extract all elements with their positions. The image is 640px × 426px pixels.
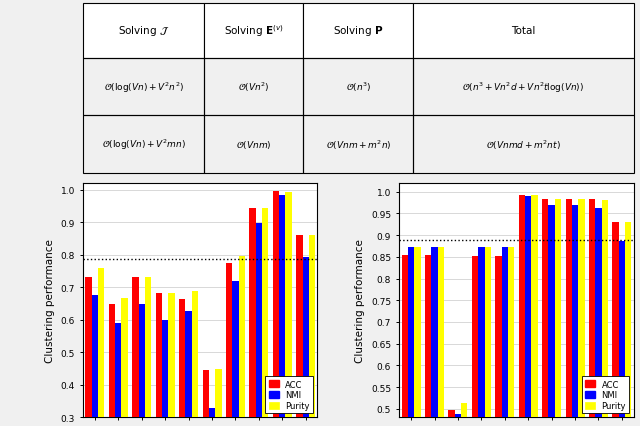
Bar xyxy=(303,58,413,116)
Bar xyxy=(232,282,239,426)
Text: $\mathcal{O}(Vnm)$: $\mathcal{O}(Vnm)$ xyxy=(236,139,271,151)
Bar xyxy=(309,236,315,426)
Bar xyxy=(449,410,455,426)
Bar xyxy=(296,236,303,426)
Bar xyxy=(132,277,139,426)
Bar xyxy=(413,4,634,58)
Bar xyxy=(202,370,209,426)
Bar xyxy=(279,196,285,426)
Bar xyxy=(85,277,92,426)
Bar xyxy=(455,414,461,426)
Bar xyxy=(273,191,279,426)
Bar xyxy=(413,116,634,173)
Text: $\mathcal{O}(Vnm+m^2n)$: $\mathcal{O}(Vnm+m^2n)$ xyxy=(326,138,391,152)
Bar xyxy=(115,323,122,426)
Bar xyxy=(262,209,268,426)
Bar xyxy=(566,200,572,426)
Bar xyxy=(83,116,204,173)
Text: Solving $\mathbf{P}$: Solving $\mathbf{P}$ xyxy=(333,24,383,38)
Bar xyxy=(192,291,198,426)
Bar xyxy=(209,409,215,426)
Y-axis label: Clustering performance: Clustering performance xyxy=(45,239,55,363)
Text: $\mathcal{O}(\log(Vn)+V^2mn)$: $\mathcal{O}(\log(Vn)+V^2mn)$ xyxy=(102,138,186,152)
Bar xyxy=(425,255,431,426)
Bar xyxy=(438,248,444,426)
Bar xyxy=(226,263,232,426)
Bar xyxy=(502,248,508,426)
Text: Total: Total xyxy=(511,26,536,36)
Bar xyxy=(303,116,413,173)
Bar xyxy=(525,197,531,426)
Bar xyxy=(602,201,608,426)
Bar xyxy=(542,200,548,426)
Bar xyxy=(186,311,192,426)
Bar xyxy=(204,58,303,116)
Bar xyxy=(548,205,555,426)
Bar xyxy=(508,248,515,426)
Bar xyxy=(402,255,408,426)
Bar xyxy=(478,248,484,426)
Bar xyxy=(156,293,162,426)
Y-axis label: Clustering performance: Clustering performance xyxy=(355,239,365,363)
Bar xyxy=(572,205,578,426)
Bar xyxy=(109,304,115,426)
Bar xyxy=(204,4,303,58)
Bar xyxy=(303,4,413,58)
Bar xyxy=(625,223,632,426)
Text: Solving $\mathcal{J}$: Solving $\mathcal{J}$ xyxy=(118,24,170,38)
Legend: ACC, NMI, Purity: ACC, NMI, Purity xyxy=(266,377,313,413)
Text: $\mathcal{O}(Vnmd+m^2nt)$: $\mathcal{O}(Vnmd+m^2nt)$ xyxy=(486,138,561,152)
Bar xyxy=(408,248,414,426)
Bar xyxy=(589,200,595,426)
Bar xyxy=(461,403,467,426)
Bar xyxy=(518,196,525,426)
Bar xyxy=(98,268,104,426)
Bar xyxy=(285,193,292,426)
Bar xyxy=(239,256,245,426)
Bar xyxy=(204,116,303,173)
Bar xyxy=(122,298,128,426)
Bar xyxy=(612,223,619,426)
Bar xyxy=(414,248,420,426)
Text: $n$, N/A means not applicable.: $n$, N/A means not applicable. xyxy=(83,0,225,1)
Bar xyxy=(595,208,602,426)
Bar xyxy=(83,58,204,116)
Text: $\mathcal{O}(Vn^2)$: $\mathcal{O}(Vn^2)$ xyxy=(238,81,269,94)
Bar xyxy=(484,248,491,426)
Bar xyxy=(531,196,538,426)
Bar xyxy=(413,58,634,116)
Text: Solving $\mathbf{E}^{(v)}$: Solving $\mathbf{E}^{(v)}$ xyxy=(224,23,284,39)
Bar xyxy=(92,296,98,426)
Bar xyxy=(162,320,168,426)
Bar xyxy=(472,256,478,426)
Bar xyxy=(256,224,262,426)
Text: $\mathcal{O}(\log(Vn)+V^2n^2)$: $\mathcal{O}(\log(Vn)+V^2n^2)$ xyxy=(104,80,184,95)
Bar xyxy=(555,200,561,426)
Bar xyxy=(179,299,186,426)
Bar xyxy=(139,305,145,426)
Bar xyxy=(215,369,221,426)
Bar xyxy=(578,200,584,426)
Legend: ACC, NMI, Purity: ACC, NMI, Purity xyxy=(582,377,629,413)
Text: $\mathcal{O}(n^3)$: $\mathcal{O}(n^3)$ xyxy=(346,81,371,94)
Bar xyxy=(619,241,625,426)
Bar xyxy=(83,4,204,58)
Bar xyxy=(145,277,151,426)
Text: $\mathcal{O}(n^3+Vn^2d+Vn^2t\log(Vn))$: $\mathcal{O}(n^3+Vn^2d+Vn^2t\log(Vn))$ xyxy=(462,80,585,95)
Bar xyxy=(431,248,438,426)
Bar xyxy=(495,256,502,426)
Bar xyxy=(303,257,309,426)
Bar xyxy=(250,209,256,426)
Bar xyxy=(168,293,175,426)
